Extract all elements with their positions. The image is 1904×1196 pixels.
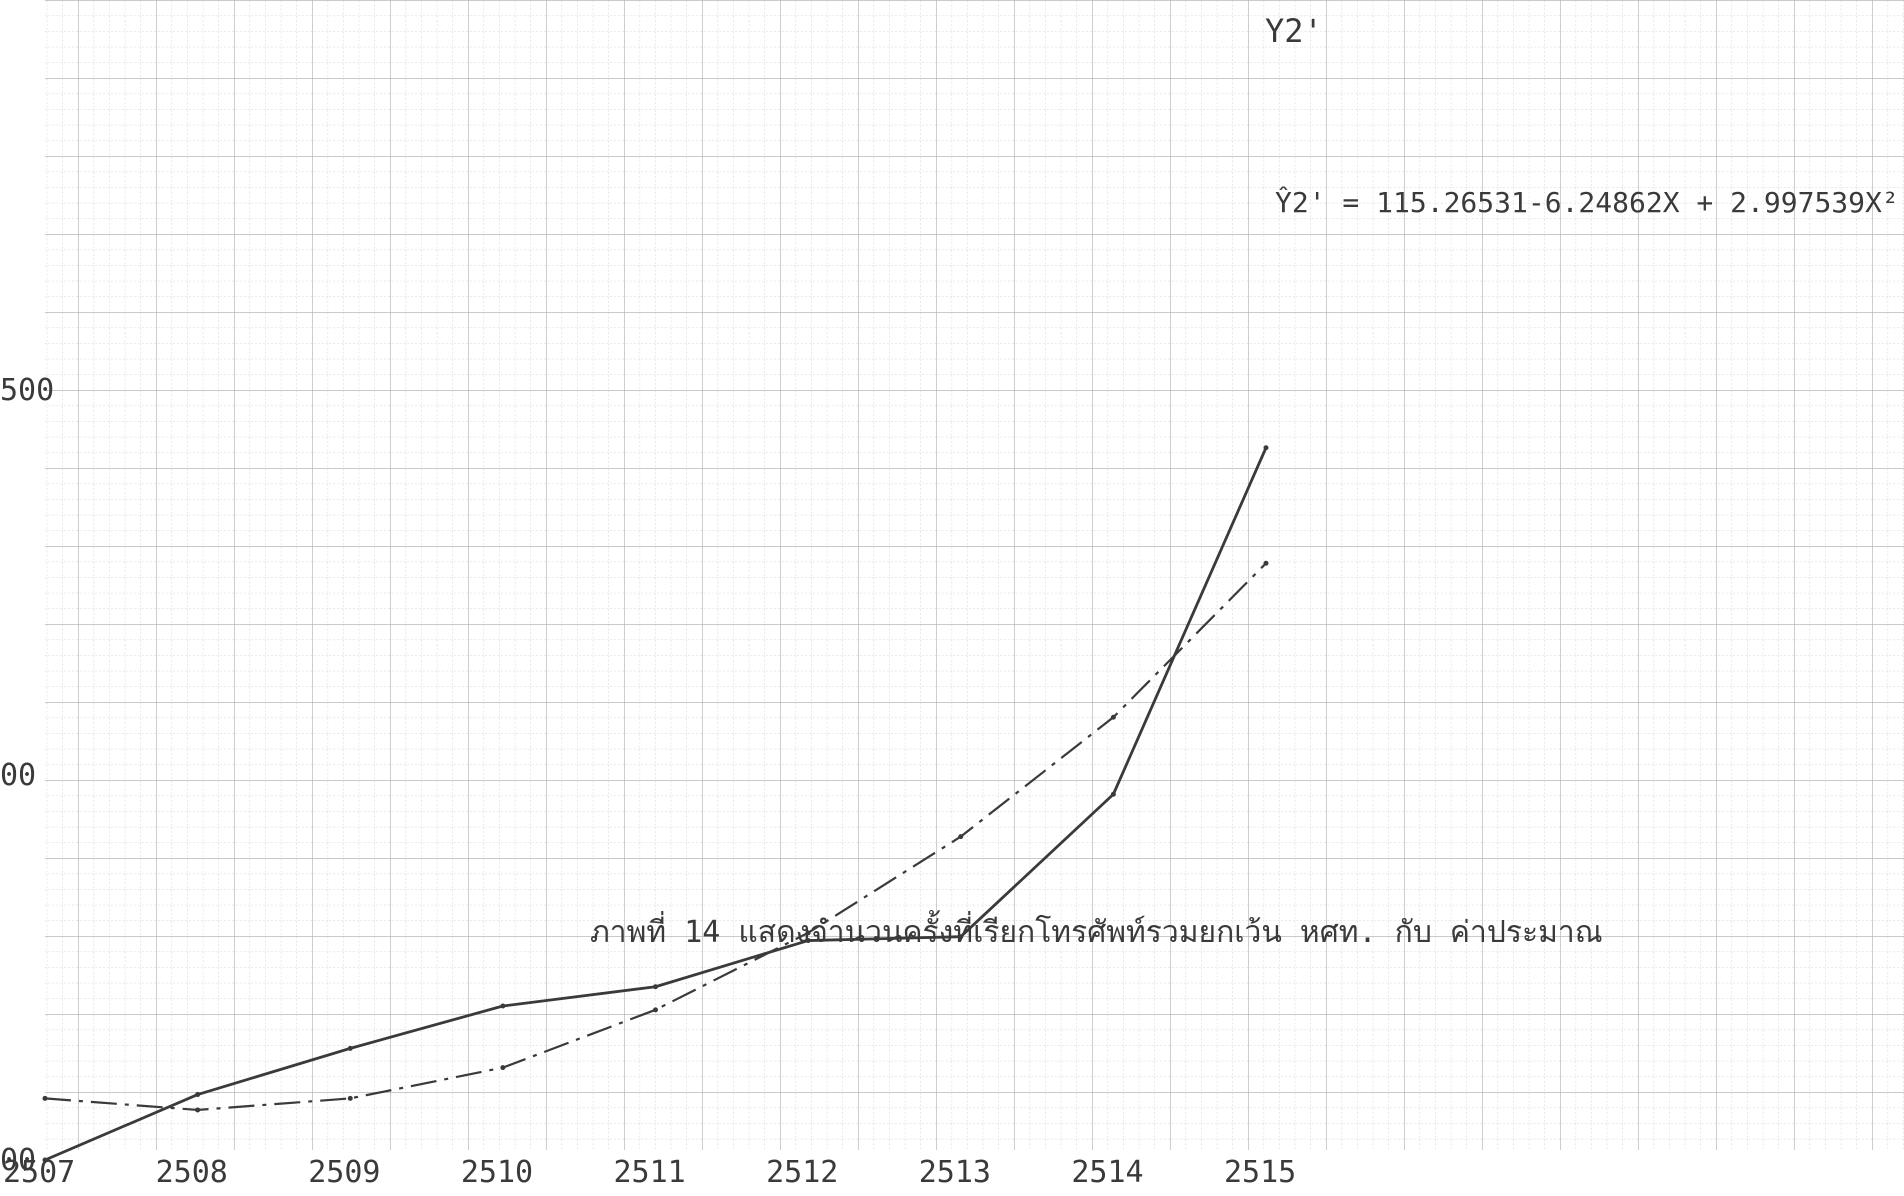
x-tick-label: 2510 (461, 1155, 533, 1190)
graph-paper-grid (45, 0, 1904, 1150)
x-tick-label: 2513 (919, 1155, 991, 1190)
x-tick-label: 2509 (308, 1155, 380, 1190)
x-tick-label: 2511 (614, 1155, 686, 1190)
x-tick-label: 2514 (1071, 1155, 1143, 1190)
data-point-estimate (1263, 560, 1269, 566)
x-tick-label: 2515 (1224, 1155, 1296, 1190)
data-point-actual (653, 984, 658, 990)
data-point-estimate (347, 1095, 353, 1101)
y-tick-label: 00 (0, 758, 36, 793)
data-point-actual (1110, 791, 1116, 797)
data-point-estimate (42, 1095, 48, 1101)
x-tick-label: 2507 (3, 1155, 75, 1190)
data-point-actual (42, 1157, 48, 1163)
data-point-actual (805, 938, 811, 944)
data-point-estimate (195, 1107, 201, 1113)
data-point-estimate (1110, 714, 1116, 720)
data-point-actual (195, 1092, 201, 1098)
y-tick-label: 00 (0, 1143, 36, 1178)
data-point-estimate (958, 834, 964, 840)
data-point-actual (347, 1045, 353, 1051)
data-point-actual (1263, 445, 1269, 451)
chart-caption: ภาพที่ 14 แสดงจำนวนครั้งที่เรียกโทรศัพท์… (590, 910, 1603, 950)
y-tick-label: 500 (0, 373, 54, 408)
data-point-estimate (805, 930, 811, 936)
series-line-estimate (44, 562, 1267, 1112)
x-tick-label: 2512 (766, 1155, 838, 1190)
series-label-estimate: Ŷ2' = 115.26531-6.24862X + 2.997539X² (1275, 185, 1899, 219)
data-point-actual (958, 934, 964, 940)
data-point-estimate (653, 1007, 658, 1013)
x-tick-label: 2508 (156, 1155, 228, 1190)
series-label-actual: Y2' (1265, 12, 1323, 50)
data-point-actual (500, 1003, 506, 1009)
data-point-estimate (500, 1065, 506, 1071)
